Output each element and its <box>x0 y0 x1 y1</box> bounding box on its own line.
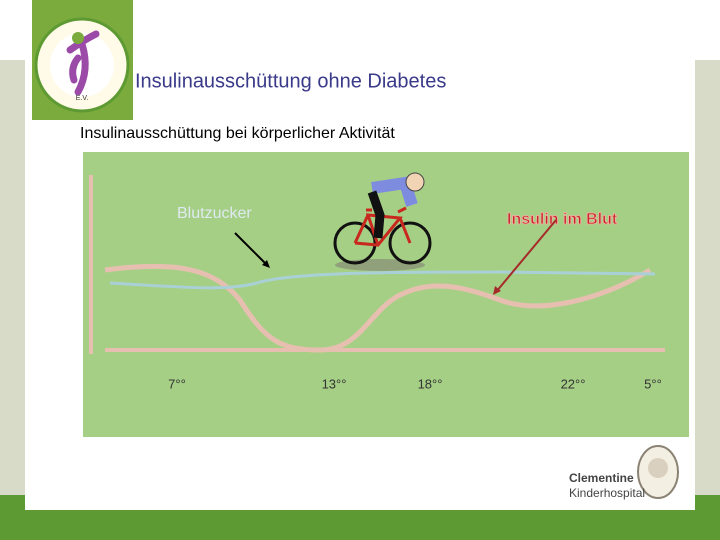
blood-sugar-curve <box>109 270 656 290</box>
insulin-label: Insulin im Blut <box>507 211 618 228</box>
left-strip <box>0 60 25 500</box>
hospital-logo: Clementine Kinderhospital <box>569 445 679 500</box>
blood-sugar-label: Blutzucker <box>177 205 252 222</box>
association-logo: E.V. <box>32 0 133 120</box>
hospital-type: Kinderhospital <box>569 486 645 500</box>
legs <box>367 190 385 239</box>
arrow-insulin <box>495 219 557 293</box>
logo-head <box>72 32 84 44</box>
arrowhead <box>262 260 270 268</box>
diagram-area <box>83 152 689 437</box>
head <box>405 172 425 192</box>
time-label: 18°° <box>418 376 443 391</box>
wheel <box>333 221 377 265</box>
arrowhead <box>493 286 501 295</box>
logo-figure <box>66 30 100 96</box>
slide-title: Insulinausschüttung ohne Diabetes <box>135 70 446 92</box>
logo-portrait <box>648 458 668 478</box>
cyclist <box>333 172 432 271</box>
time-label: 13°° <box>322 376 347 391</box>
insulin-curve <box>104 263 652 353</box>
arrow-blood-sugar <box>234 232 269 267</box>
right-strip <box>695 60 720 500</box>
diagram: Blutzucker Insulin im Blut 7°° 13°° 18°°… <box>83 152 689 437</box>
logo-text: E.V. <box>76 95 89 102</box>
wheel <box>388 221 432 265</box>
hospital-name: Clementine <box>569 471 634 485</box>
subtitle: Insulinausschüttung bei körperlicher Akt… <box>80 125 395 142</box>
frame <box>353 206 412 247</box>
time-label: 7°° <box>168 376 186 391</box>
time-label: 22°° <box>561 376 586 391</box>
time-label: 5°° <box>644 376 662 391</box>
jersey <box>371 176 418 207</box>
